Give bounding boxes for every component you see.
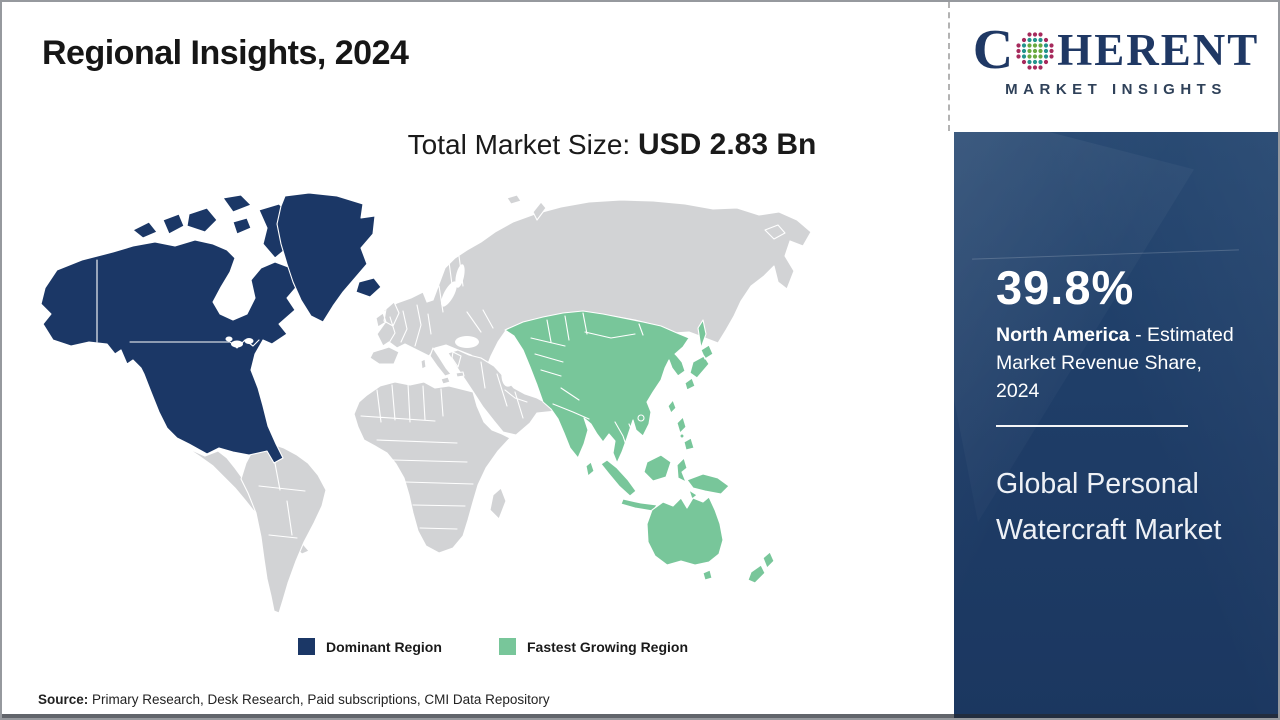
total-market-size-label: Total Market Size: <box>407 129 638 160</box>
region-north-america <box>40 192 382 464</box>
revenue-share-region: North America <box>996 324 1130 346</box>
logo-letters-herent: HERENT <box>1057 24 1260 75</box>
logo-globe-icon <box>1014 30 1056 72</box>
total-market-size: Total Market Size: USD 2.83 Bn <box>332 128 892 162</box>
source-text: Primary Research, Desk Research, Paid su… <box>88 692 550 707</box>
source-label: Source: <box>38 692 89 707</box>
total-market-size-value: USD 2.83 Bn <box>637 128 817 161</box>
logo-divider-dashed <box>948 2 950 131</box>
region-asia-pacific <box>504 310 775 584</box>
logo-subtitle: MARKET INSIGHTS <box>1005 81 1227 98</box>
legend-swatch-dominant <box>298 638 315 655</box>
revenue-share-description: North America - Estimated Market Revenue… <box>996 321 1243 405</box>
source-note: Source: Primary Research, Desk Research,… <box>38 692 550 707</box>
legend-swatch-fastest-growing <box>499 638 516 655</box>
company-logo: C HERENT MARKET INSIGHTS <box>954 22 1278 98</box>
bottom-edge-bar <box>2 714 1278 718</box>
logo-wordmark: C HERENT <box>954 22 1278 78</box>
logo-letter-c: C <box>972 19 1014 81</box>
stats-sidebar-content: 39.8% North America - Estimated Market R… <box>954 132 1278 553</box>
stats-sidebar: 39.8% North America - Estimated Market R… <box>954 132 1278 718</box>
legend-item-fastest-growing: Fastest Growing Region <box>499 638 688 655</box>
page-title: Regional Insights, 2024 <box>42 34 409 72</box>
sidebar-divider <box>996 425 1188 427</box>
legend-label-fastest-growing: Fastest Growing Region <box>527 638 689 655</box>
legend-item-dominant: Dominant Region <box>298 638 442 655</box>
revenue-share-caption: - Estimated Market Revenue Share, 2024 <box>996 324 1234 402</box>
report-title: Global Personal Watercraft Market <box>996 468 1222 546</box>
revenue-share-value: 39.8% <box>996 261 1135 314</box>
legend-label-dominant: Dominant Region <box>326 638 442 655</box>
world-map-choropleth <box>37 192 817 622</box>
